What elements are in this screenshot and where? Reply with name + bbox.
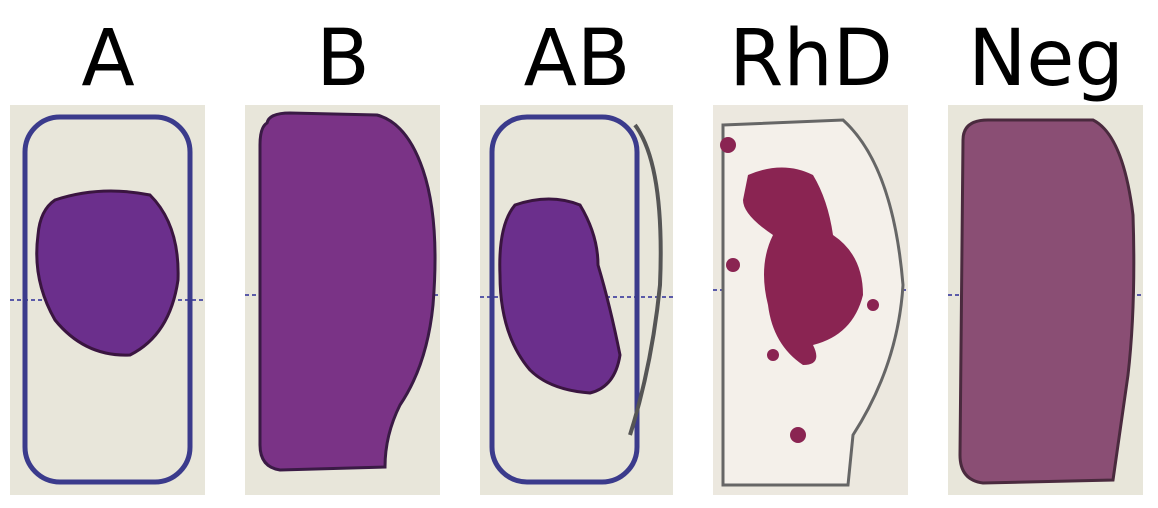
- panel-label: AB: [524, 14, 631, 104]
- agglutination: [35, 189, 180, 357]
- blood-spread: [258, 111, 437, 472]
- blood-spread: [958, 118, 1136, 485]
- panel-label: B: [316, 14, 370, 104]
- agglutination: [743, 167, 863, 365]
- card-frame: [22, 114, 193, 485]
- card-neg: [948, 105, 1143, 495]
- card-frame: [489, 114, 640, 485]
- clump: [720, 137, 736, 153]
- card-b: [245, 105, 440, 495]
- card-rhd: [713, 105, 908, 495]
- panel-label: RhD: [729, 14, 893, 104]
- card-a: [10, 105, 205, 495]
- clump: [867, 299, 879, 311]
- agglutination: [498, 197, 622, 395]
- card-ab: [480, 105, 673, 495]
- panel-label: Neg: [968, 14, 1124, 104]
- clump: [726, 258, 740, 272]
- spread-edge: [628, 123, 663, 436]
- panel-label: A: [81, 14, 134, 104]
- clump: [767, 349, 779, 361]
- clump: [790, 427, 806, 443]
